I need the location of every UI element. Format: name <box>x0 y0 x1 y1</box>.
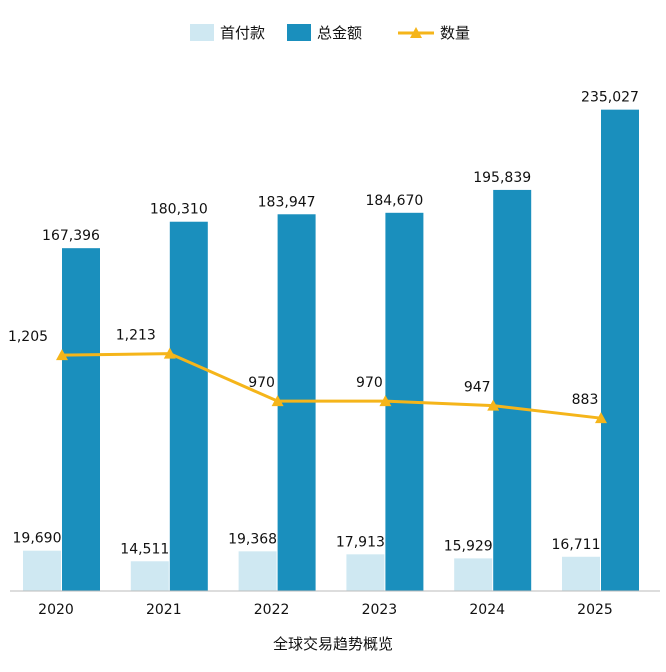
line-marker <box>163 347 176 359</box>
data-label: 1,205 <box>8 329 48 345</box>
bar-总金额-2025 <box>601 109 639 591</box>
bar-总金额-2020 <box>62 248 100 592</box>
bar-首付款-2025 <box>562 556 600 591</box>
legend-label: 总金额 <box>317 24 362 42</box>
data-label: 970 <box>248 375 275 391</box>
data-label: 19,690 <box>13 531 62 547</box>
data-label: 16,711 <box>552 537 601 553</box>
data-label: 195,839 <box>473 170 531 186</box>
x-tick-label: 2024 <box>469 602 505 618</box>
data-label: 17,913 <box>336 534 385 550</box>
data-label: 15,929 <box>444 538 493 554</box>
data-label: 235,027 <box>581 90 639 106</box>
data-label: 947 <box>464 380 491 396</box>
data-label: 184,670 <box>365 193 423 209</box>
data-label: 167,396 <box>42 228 100 244</box>
legend-swatch <box>287 24 311 41</box>
legend-label: 首付款 <box>220 24 265 42</box>
bar-首付款-2020 <box>23 550 61 591</box>
line-series-数量 <box>61 352 602 420</box>
line-marker <box>56 349 68 361</box>
line-marker <box>595 412 607 424</box>
bar-首付款-2022 <box>238 551 277 591</box>
x-tick-label: 2025 <box>577 602 613 618</box>
bar-首付款-2021 <box>130 561 169 591</box>
chart-title: 全球交易趋势概览 <box>273 635 393 653</box>
line-marker <box>379 395 392 407</box>
bar-首付款-2023 <box>346 554 385 591</box>
data-label: 883 <box>572 392 599 408</box>
legend-swatch <box>190 24 214 41</box>
data-label: 970 <box>356 375 383 391</box>
data-label: 19,368 <box>228 531 277 547</box>
bar-总金额-2021 <box>169 221 208 592</box>
line-marker <box>487 399 500 411</box>
x-tick-label: 2021 <box>146 602 182 618</box>
legend-marker <box>410 27 422 38</box>
x-tick-label: 2020 <box>38 602 74 618</box>
bar-总金额-2024 <box>493 189 532 591</box>
data-label: 1,213 <box>116 328 156 344</box>
legend-label: 数量 <box>440 24 470 42</box>
line-marker <box>271 395 284 407</box>
data-label: 180,310 <box>150 202 208 218</box>
data-label: 14,511 <box>120 541 169 557</box>
x-tick-label: 2023 <box>362 602 398 618</box>
x-tick-label: 2022 <box>254 602 290 618</box>
bar-首付款-2024 <box>454 558 493 591</box>
data-label: 183,947 <box>258 194 316 210</box>
